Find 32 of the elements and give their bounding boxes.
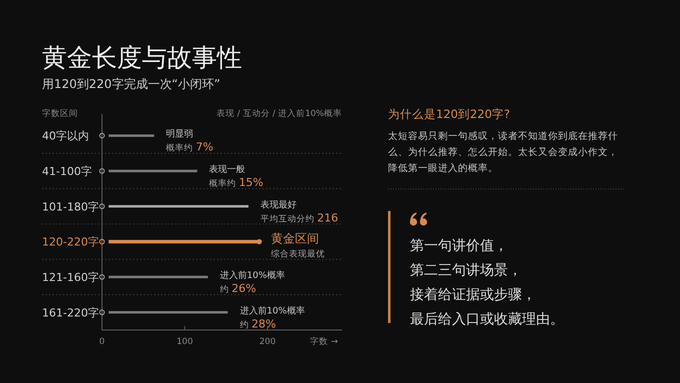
x-tick-label: 100	[176, 337, 193, 347]
chart-subtitle: 用120到220字完成一次“小闭环”	[42, 77, 220, 91]
annotation: 黄金区间	[271, 232, 320, 246]
text: 接着给证据或步骤，	[410, 287, 536, 303]
annotation: 概率约 15%	[209, 176, 264, 189]
annotation: 综合表现最优	[271, 248, 326, 260]
annotation: 表现 / 互动分 / 进入前10%概率	[216, 108, 342, 119]
text: 第二三句讲场景，	[410, 262, 522, 278]
text: 太短容易只剩一句感叹，读者不知道你到底在推荐什么、为什么推荐、怎么开始。太长又会变成小作文，降低第一眼进入的概率。	[388, 130, 618, 174]
annotation: 明显弱	[166, 128, 194, 140]
annotation: 表现一般	[209, 164, 246, 175]
y-tick-label: 120-220字	[42, 236, 99, 249]
text: 最后给入口或收藏理由。	[410, 312, 564, 328]
text: 第一句讲价值，	[410, 238, 508, 254]
annotation: 进入前10%概率	[240, 305, 305, 316]
annotation: 约 28%	[240, 317, 276, 330]
x-tick-label: 0	[99, 337, 105, 347]
y-axis-title: 字数区间	[42, 108, 78, 119]
x-tick-label: 200	[259, 337, 276, 347]
text: 为什么是120到220字?	[388, 107, 510, 121]
annotation: 约 26%	[220, 282, 256, 295]
annotation: 平均互动分约 216	[260, 211, 338, 224]
annotation: 概率约 7%	[166, 140, 214, 154]
chart-title: 黄金长度与故事性	[42, 43, 242, 72]
y-tick-label: 41-100字	[42, 165, 92, 178]
annotation: 表现最好	[260, 199, 296, 210]
y-tick-label: 121-160字	[42, 271, 99, 284]
x-axis-title: 字数 →	[310, 336, 338, 347]
annotation: 进入前10%概率	[220, 270, 285, 281]
y-tick-label: 101-180字	[42, 200, 99, 214]
y-tick-label: 40字以内	[42, 130, 89, 143]
y-tick-label: 161-220字	[42, 306, 99, 320]
